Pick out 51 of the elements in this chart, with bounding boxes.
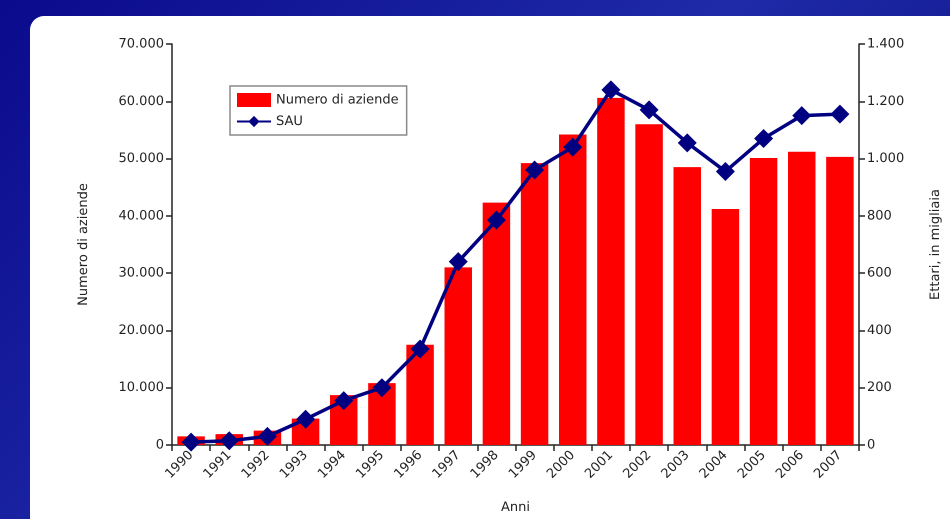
point	[448, 252, 468, 272]
y-tick-label: 50.000	[118, 151, 164, 166]
point	[410, 340, 430, 359]
point	[182, 432, 201, 452]
point	[563, 138, 582, 157]
point	[334, 391, 354, 410]
point	[220, 431, 239, 450]
y-tick-label: 30.000	[118, 266, 164, 281]
legend-label: SAU	[276, 114, 303, 129]
y2-tick-label: 1.400	[867, 36, 904, 52]
y2-tick-label: 1.000	[867, 151, 904, 166]
y-axis-title: Numero di aziende	[76, 183, 91, 306]
point	[716, 162, 735, 181]
bar	[444, 267, 472, 445]
point	[640, 100, 659, 120]
bar	[826, 156, 854, 445]
y2-tick-label: 200	[867, 380, 892, 396]
point	[754, 129, 774, 148]
bar	[482, 202, 510, 445]
bar	[674, 167, 701, 445]
point	[830, 104, 850, 124]
point	[372, 378, 392, 398]
y-tick-label: 40.000	[118, 208, 164, 224]
point	[258, 426, 277, 446]
y2-tick-label: 400	[867, 322, 892, 338]
y2-tick-label: 0	[867, 438, 876, 452]
bar	[559, 134, 586, 445]
y-tick-label: 60.000	[118, 94, 164, 109]
y2-tick-label: 600	[867, 266, 892, 281]
point	[792, 106, 812, 126]
point	[601, 80, 620, 100]
legend-label: Numero di aziende	[276, 92, 399, 108]
bar	[788, 152, 816, 445]
point	[296, 410, 316, 429]
y2-tick-label: 1.200	[867, 94, 904, 109]
bar	[406, 344, 434, 445]
x-axis-title: Anni	[501, 500, 530, 515]
bar	[597, 98, 625, 445]
y-tick-label: 10.000	[118, 380, 164, 396]
y-tick-label: 0	[156, 438, 164, 452]
bar	[635, 124, 663, 445]
y-tick-label: 20.000	[118, 322, 164, 338]
point	[525, 160, 544, 180]
y-tick-label: 70.000	[118, 36, 164, 52]
point	[678, 133, 697, 152]
bar	[712, 208, 740, 445]
y2-axis-title: Ettari, in migliaia	[928, 189, 943, 300]
y2-tick-label: 800	[867, 208, 892, 224]
bar	[520, 163, 548, 445]
point	[486, 210, 506, 230]
bar	[750, 158, 778, 445]
